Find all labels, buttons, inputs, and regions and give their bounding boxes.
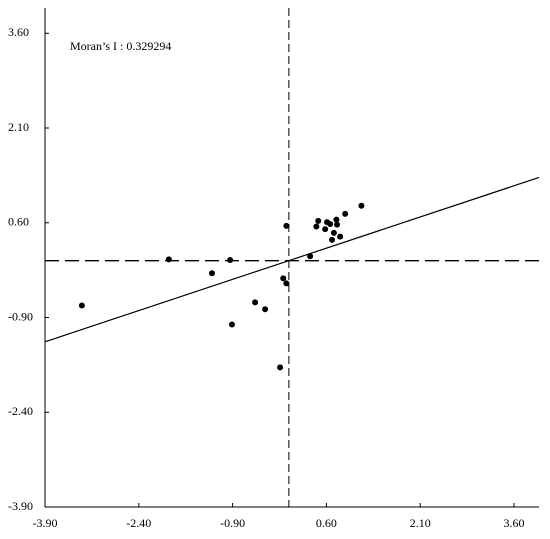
point [280, 275, 287, 282]
point [283, 280, 290, 287]
x-tick-label: -0.90 [220, 516, 245, 530]
y-tick-label: -2.40 [8, 404, 33, 418]
point [315, 217, 322, 224]
point [262, 306, 269, 313]
point [228, 321, 235, 328]
point [333, 216, 340, 223]
point [330, 229, 337, 236]
x-tick-label: 3.60 [503, 516, 524, 530]
y-tick-label: 3.60 [8, 25, 29, 39]
point [334, 221, 341, 228]
point [322, 226, 329, 233]
y-tick-label: -0.90 [8, 309, 33, 323]
point [283, 222, 290, 229]
y-tick-label: -3.90 [8, 499, 33, 513]
point [208, 270, 215, 277]
point [337, 233, 344, 240]
point [277, 364, 284, 371]
x-tick-label: 0.60 [316, 516, 337, 530]
regression-line [44, 176, 540, 343]
x-tick-label: -2.40 [126, 516, 151, 530]
y-tick-label: 0.60 [8, 215, 29, 229]
x-tick-label: -3.90 [33, 516, 58, 530]
point [307, 253, 314, 260]
point [329, 236, 336, 243]
annotation: Moran’s I : 0.329294 [70, 39, 171, 53]
point [252, 299, 259, 306]
point [165, 256, 172, 263]
point [78, 302, 85, 309]
y-tick-label: 2.10 [8, 120, 29, 134]
point [342, 210, 349, 217]
point [227, 257, 234, 264]
point [313, 223, 320, 230]
x-tick-label: 2.10 [410, 516, 431, 530]
point [358, 202, 365, 209]
point [327, 221, 334, 228]
